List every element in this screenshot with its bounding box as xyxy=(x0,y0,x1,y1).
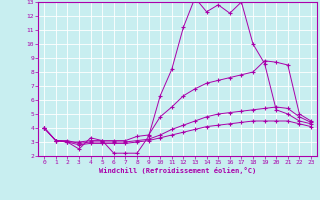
X-axis label: Windchill (Refroidissement éolien,°C): Windchill (Refroidissement éolien,°C) xyxy=(99,167,256,174)
